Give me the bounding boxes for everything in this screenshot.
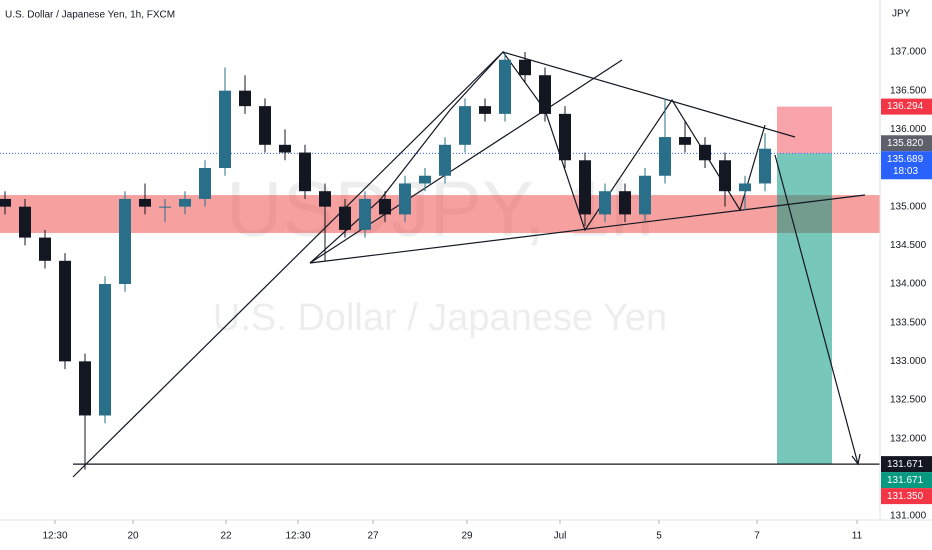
price-label: 131.671: [887, 459, 924, 470]
candle-body: [299, 152, 311, 192]
candle-body: [359, 198, 371, 230]
projection-line: [774, 154, 859, 465]
x-tick-label: 11: [852, 531, 863, 542]
price-label-bg: [881, 151, 932, 180]
candle-body: [179, 198, 191, 207]
candle-body: [699, 144, 711, 161]
chart-title: U.S. Dollar / Japanese Yen, 1h, FXCM: [5, 10, 175, 21]
price-label-bg: [881, 135, 932, 152]
zone: [0, 195, 880, 233]
candle-body: [319, 191, 331, 207]
y-tick-label: 134.500: [890, 240, 927, 251]
candle-body: [139, 198, 151, 207]
candle-body: [459, 106, 471, 145]
candle-body: [239, 90, 251, 107]
candle-body: [339, 206, 351, 230]
candle-body: [719, 160, 731, 192]
watermark-subtitle: U.S. Dollar / Japanese Yen: [213, 297, 667, 339]
candle-body: [379, 198, 391, 215]
candle-body: [259, 106, 271, 145]
arrow-head: [851, 453, 861, 466]
y-tick-label: 131.000: [890, 511, 927, 522]
candle-body: [599, 191, 611, 215]
candle-body: [199, 168, 211, 199]
price-label-time: 18:03: [893, 166, 918, 177]
y-tick-label: 132.000: [890, 433, 927, 444]
x-tick-label: 12:30: [285, 531, 310, 542]
price-label-bg: [881, 456, 932, 473]
y-tick-label: 132.500: [890, 395, 927, 406]
x-tick-label: 7: [754, 531, 760, 542]
time-axis-bg: [0, 520, 932, 550]
candle-body: [639, 175, 651, 215]
candle-body: [519, 59, 531, 76]
candle-body: [559, 113, 571, 161]
x-tick-label: 12:30: [42, 531, 67, 542]
candle-body: [539, 75, 551, 114]
candle-body: [739, 183, 751, 192]
candle-body: [59, 260, 71, 362]
candle-body: [19, 206, 31, 238]
x-tick-label: 22: [220, 531, 232, 542]
price-label-bg: [881, 98, 932, 115]
y-tick-label: 136.500: [890, 85, 927, 96]
candle-body: [479, 106, 491, 114]
price-label: 135.689: [887, 154, 924, 165]
candle-body: [0, 198, 11, 207]
candle-body: [159, 206, 171, 208]
candle-body: [759, 148, 771, 184]
y-tick-label: 136.000: [890, 124, 927, 135]
currency: JPY: [892, 9, 911, 20]
x-tick-label: 27: [367, 531, 379, 542]
trend-line: [502, 51, 796, 138]
trend-line: [309, 194, 866, 264]
candle-body: [619, 191, 631, 215]
y-tick-label: 135.000: [890, 201, 927, 212]
candle-body: [79, 361, 91, 416]
candle-body: [579, 160, 591, 215]
y-tick-label: 134.000: [890, 279, 927, 290]
price-label: 131.350: [887, 491, 924, 502]
price-label: 131.671: [887, 475, 924, 486]
x-tick-label: 20: [127, 531, 139, 542]
candle-body: [659, 137, 671, 176]
price-label: 136.294: [887, 101, 924, 112]
candle-body: [679, 137, 691, 145]
stop-box: [777, 106, 832, 154]
price-label-bg: [881, 472, 932, 489]
candle-body: [219, 90, 231, 169]
x-tick-label: 5: [656, 531, 662, 542]
price-label: 135.820: [887, 138, 924, 149]
candle-body: [39, 237, 51, 261]
candle-body: [119, 198, 131, 285]
y-tick-label: 133.000: [890, 356, 927, 367]
candle-body: [99, 284, 111, 416]
y-tick-label: 133.500: [890, 317, 927, 328]
trend-line: [72, 51, 504, 478]
price-label-bg: [881, 488, 932, 505]
candle-body: [439, 144, 451, 176]
candle-body: [279, 144, 291, 153]
x-tick-label: 29: [461, 531, 473, 542]
x-tick-label: Jul: [554, 531, 567, 542]
y-tick-label: 137.000: [890, 47, 927, 58]
candle-body: [499, 59, 511, 114]
candle-body: [399, 183, 411, 215]
candle-body: [419, 175, 431, 184]
